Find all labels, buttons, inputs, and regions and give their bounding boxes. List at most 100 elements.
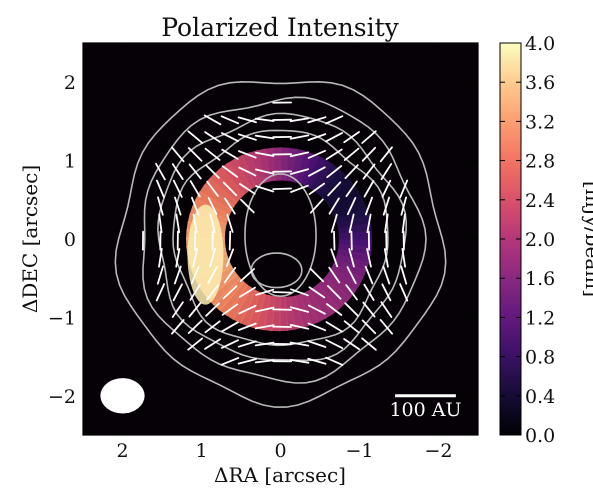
polarization-vector	[240, 198, 255, 214]
polarization-vectors	[141, 101, 409, 366]
ring-segment	[289, 295, 305, 330]
polarization-vector	[207, 197, 218, 216]
polarization-vector	[255, 185, 275, 193]
polarization-vector	[204, 320, 221, 334]
polarization-vector	[254, 151, 275, 157]
polarization-vector	[289, 358, 310, 364]
polarization-vector	[237, 322, 257, 331]
polarization-vector	[307, 340, 327, 348]
polarization-vector	[309, 198, 324, 214]
scale-bar-label: 100 AU	[389, 399, 461, 421]
polarization-vector	[228, 230, 232, 251]
ring-segment	[199, 184, 235, 211]
polarization-vector	[330, 248, 339, 268]
y-tick-label: −1	[48, 307, 76, 329]
polarization-vector	[155, 162, 166, 181]
y-tick-label: 0	[64, 229, 76, 251]
polarization-vector	[289, 151, 310, 158]
polarization-vector	[343, 320, 360, 334]
polarization-vector	[382, 196, 391, 216]
x-tick-label: 1	[195, 440, 207, 462]
polarization-vector	[158, 213, 163, 234]
polarization-vector	[307, 304, 326, 315]
polarization-vector	[221, 303, 239, 316]
polarization-vector	[254, 324, 275, 330]
polarization-vector	[326, 165, 343, 179]
polarization-vector	[156, 265, 164, 285]
polarization-vector	[222, 181, 238, 197]
polarization-vector	[325, 148, 343, 161]
polarization-vector	[172, 283, 183, 302]
colorbar-tick-label: 2.0	[525, 229, 555, 251]
polarization-vector	[289, 323, 310, 330]
polarization-vector	[172, 179, 183, 198]
polarization-vector	[343, 131, 360, 144]
polarization-vector	[343, 338, 361, 351]
polarization-vector	[326, 284, 342, 300]
polarization-vector	[399, 179, 409, 199]
polarization-vector	[188, 301, 202, 318]
polarization-vector	[190, 265, 200, 285]
polarization-vector	[221, 321, 239, 333]
polarization-vector	[238, 286, 256, 298]
plot-area: 100 AU	[100, 80, 461, 421]
polarization-vector	[289, 117, 310, 123]
polarization-vector	[171, 163, 184, 181]
ring-segment	[299, 292, 320, 326]
polarization-vector	[238, 166, 257, 177]
polarization-vector	[173, 265, 182, 285]
polarization-vector	[366, 248, 372, 268]
polarization-vector	[254, 117, 275, 122]
polarization-vector	[157, 196, 164, 216]
ring-segment	[318, 168, 347, 199]
colorbar-tick-label: 2.8	[525, 151, 555, 173]
polarization-vector	[381, 283, 392, 302]
peak-highlight	[187, 204, 224, 305]
polarization-vector	[225, 248, 235, 268]
polarization-vector	[309, 267, 325, 283]
polarization-vector	[189, 180, 201, 198]
polarization-vector	[325, 321, 343, 333]
polarization-vector	[237, 133, 257, 141]
polarization-vector	[220, 132, 239, 143]
polarization-vector	[330, 213, 338, 233]
polarization-vector	[383, 248, 389, 268]
polarization-vector	[220, 339, 240, 349]
contour-line	[157, 112, 408, 362]
polarization-vector	[307, 133, 327, 142]
ring-segment	[209, 172, 241, 203]
polarization-vector	[155, 283, 166, 302]
polarization-vector	[363, 180, 375, 198]
ring-segment	[338, 244, 372, 257]
polarization-vector	[379, 146, 393, 163]
ring-segment	[295, 150, 313, 185]
polarization-vector	[170, 319, 185, 335]
polarization-vector	[362, 301, 376, 318]
polarization-vector	[344, 302, 359, 317]
polarization-vector	[380, 163, 393, 181]
ring-segment	[317, 280, 346, 310]
polarization-vector	[346, 266, 357, 285]
polarization-vector	[158, 247, 163, 268]
polarization-vector	[223, 266, 237, 284]
ring-segment	[214, 166, 245, 199]
y-tick-label: 2	[64, 72, 76, 94]
polarization-vector	[272, 291, 293, 294]
polarization-vector	[401, 213, 406, 234]
colorbar-tick-label: 1.6	[525, 268, 555, 290]
intensity-contours	[114, 80, 447, 408]
ring-segment	[328, 268, 360, 293]
polarization-vector	[348, 213, 355, 234]
polarization-vector	[361, 337, 377, 351]
polarization-vector	[381, 179, 392, 198]
polarization-vector	[187, 319, 203, 335]
polarization-vector	[308, 182, 326, 196]
ring-segment	[325, 180, 357, 207]
polarization-vector	[328, 266, 341, 284]
polarization-vector	[206, 284, 220, 301]
x-tick-label: −1	[345, 440, 373, 462]
ring-segment	[300, 153, 321, 187]
polarization-vector	[289, 134, 310, 140]
contour-line	[142, 96, 427, 384]
ring-segment	[195, 191, 233, 216]
